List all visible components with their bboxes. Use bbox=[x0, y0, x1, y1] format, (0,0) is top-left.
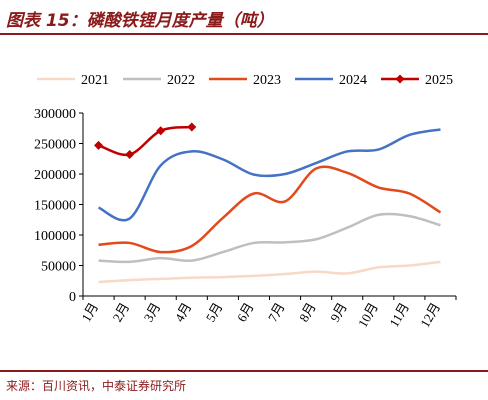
x-tick-label: 2月 bbox=[109, 300, 132, 324]
title-divider bbox=[0, 33, 488, 35]
data-point-2025 bbox=[94, 140, 104, 150]
source-note: 来源：百川资讯，中泰证券研究所 bbox=[6, 379, 187, 393]
x-tick-label: 5月 bbox=[203, 300, 226, 324]
x-tick-label: 4月 bbox=[172, 300, 195, 324]
legend-label: 2023 bbox=[253, 73, 281, 88]
y-tick-label: 200000 bbox=[34, 168, 76, 183]
legend: 2021 2022 2023 2024 2025 bbox=[37, 73, 453, 88]
y-tick-label: 50000 bbox=[41, 260, 76, 275]
y-tick-label: 250000 bbox=[34, 138, 76, 153]
legend-marker-2025 bbox=[395, 74, 405, 84]
line-chart: 2021 2022 2023 2024 2025 0 50000 100000 150000 2… bbox=[34, 73, 457, 330]
legend-label: 2021 bbox=[81, 73, 109, 88]
plot-area bbox=[94, 122, 442, 284]
y-tick-label: 100000 bbox=[34, 229, 76, 244]
data-point-2025 bbox=[156, 126, 166, 136]
series-line-2022 bbox=[98, 212, 441, 264]
series-line-2025 bbox=[98, 125, 192, 157]
series-line-2023 bbox=[98, 165, 442, 254]
x-tick-label: 8月 bbox=[296, 300, 319, 324]
x-tick-label: 10月 bbox=[355, 300, 381, 330]
x-axis: 1月 2月 3月 4月 5月 6月 7月 8月 9月 10月 11月 12月 bbox=[78, 295, 457, 330]
x-tick-label: 6月 bbox=[234, 300, 257, 324]
legend-label: 2022 bbox=[167, 73, 195, 88]
y-axis: 0 50000 100000 150000 200000 250000 300000 bbox=[34, 107, 84, 305]
legend-label: 2024 bbox=[339, 73, 367, 88]
data-point-2025 bbox=[125, 149, 135, 159]
title-bar: 图表 15：磷酸铁锂月度产量（吨） bbox=[0, 0, 488, 40]
x-tick-label: 7月 bbox=[265, 300, 288, 324]
x-tick-label: 3月 bbox=[141, 300, 164, 324]
footer-divider bbox=[0, 370, 488, 372]
legend-label: 2025 bbox=[425, 73, 453, 88]
series-line-2024 bbox=[97, 128, 441, 222]
y-tick-label: 150000 bbox=[34, 199, 76, 214]
x-tick-label: 1月 bbox=[78, 300, 101, 324]
x-tick-label: 9月 bbox=[327, 300, 350, 324]
chart-title: 图表 15：磷酸铁锂月度产量（吨） bbox=[6, 11, 274, 31]
x-tick-label: 11月 bbox=[386, 300, 412, 330]
series-line-2021 bbox=[98, 260, 441, 284]
y-tick-label: 300000 bbox=[34, 107, 76, 122]
data-point-2025 bbox=[187, 122, 197, 132]
y-tick-label: 0 bbox=[69, 290, 76, 305]
x-tick-label: 12月 bbox=[417, 300, 443, 330]
